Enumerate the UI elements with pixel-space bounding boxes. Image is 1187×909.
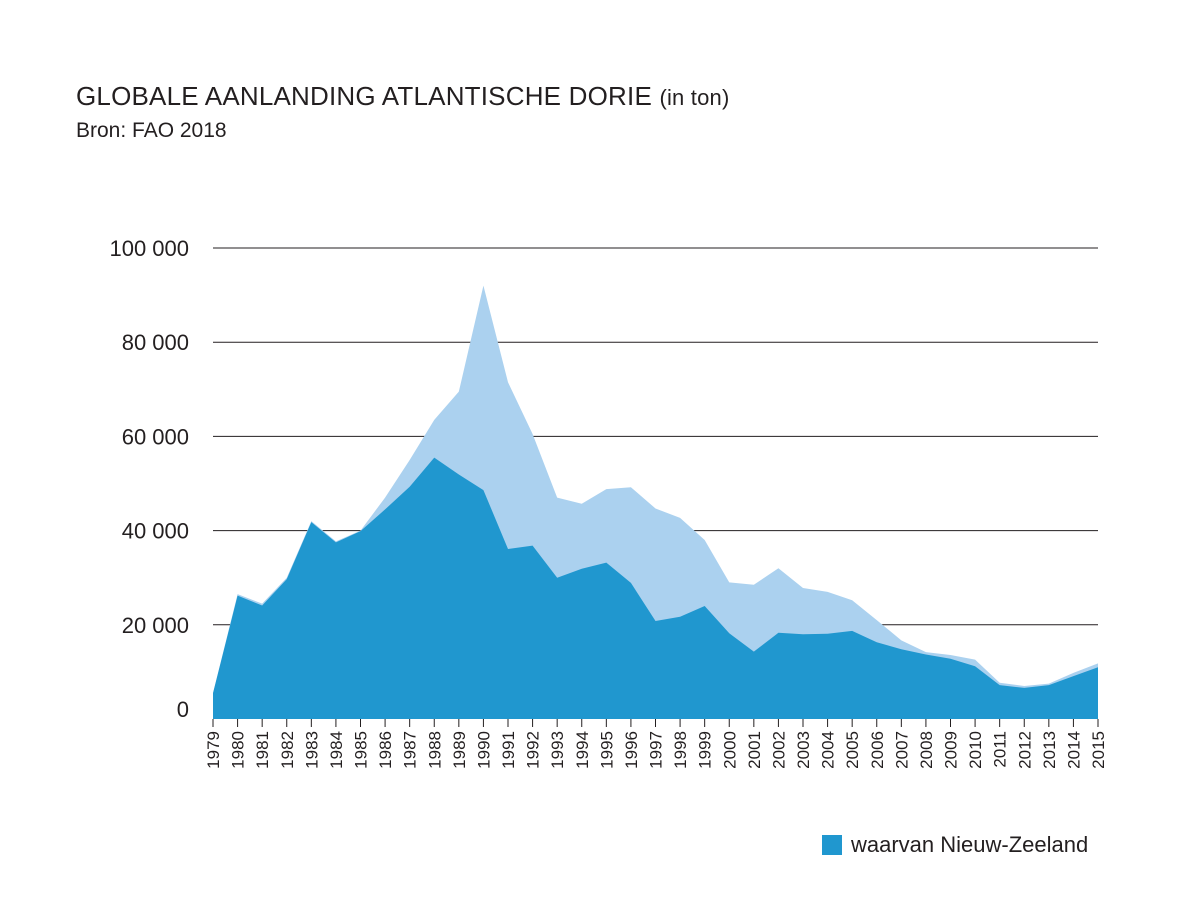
x-tick-label: 2006 xyxy=(868,731,887,769)
x-tick-label: 2002 xyxy=(769,731,788,769)
x-tick-label: 1982 xyxy=(278,731,297,769)
chart-source: Bron: FAO 2018 xyxy=(76,119,227,142)
x-tick-label: 2003 xyxy=(794,731,813,769)
x-tick-label: 1997 xyxy=(647,731,666,769)
x-tick-label: 2000 xyxy=(720,731,739,769)
y-tick-label: 80 000 xyxy=(122,330,189,355)
x-tick-label: 2007 xyxy=(892,731,911,769)
x-tick-label: 1998 xyxy=(671,731,690,769)
x-tick-label: 1987 xyxy=(401,731,420,769)
legend-label-nz: waarvan Nieuw-Zeeland xyxy=(851,832,1089,857)
x-tick-label: 2004 xyxy=(819,731,838,769)
y-tick-label: 0 xyxy=(177,697,189,722)
x-tick-label: 2014 xyxy=(1064,731,1083,769)
x-tick-label: 2010 xyxy=(966,731,985,769)
x-axis-ticks: 1979 1980 1981 1982 1983 1984 1985 1986 1987 1988… xyxy=(204,719,1108,769)
y-tick-label: 20 000 xyxy=(122,613,189,638)
x-tick-label: 1995 xyxy=(597,731,616,769)
chart-title-text: GLOBALE AANLANDING ATLANTISCHE DORIE xyxy=(76,81,652,111)
x-tick-label: 1986 xyxy=(376,731,395,769)
title-block: GLOBALE AANLANDING ATLANTISCHE DORIE (in… xyxy=(76,80,730,146)
x-tick-label: 1991 xyxy=(499,731,518,769)
x-tick-label: 1994 xyxy=(573,731,592,769)
chart-title: GLOBALE AANLANDING ATLANTISCHE DORIE (in… xyxy=(76,80,730,114)
area-nz xyxy=(213,457,1098,719)
legend: waarvan Nieuw-Zeeland xyxy=(822,832,1088,858)
x-tick-label: 1979 xyxy=(204,731,223,769)
x-tick-label: 1980 xyxy=(229,731,248,769)
x-tick-label: 2012 xyxy=(1015,731,1034,769)
x-tick-label: 1988 xyxy=(425,731,444,769)
area-series xyxy=(213,285,1098,719)
x-tick-label: 1993 xyxy=(548,731,567,769)
x-tick-label: 2011 xyxy=(991,731,1010,768)
x-tick-label: 2009 xyxy=(942,731,961,769)
x-tick-label: 1984 xyxy=(327,731,346,769)
y-tick-label: 60 000 xyxy=(122,424,189,449)
x-tick-label: 1989 xyxy=(450,731,469,769)
x-tick-label: 2013 xyxy=(1040,731,1059,769)
y-axis-ticks: 100 000 80 000 60 000 40 000 20 000 0 xyxy=(109,236,189,722)
chart-title-unit: (in ton) xyxy=(659,85,730,110)
x-tick-label: 2005 xyxy=(843,731,862,769)
x-tick-label: 1981 xyxy=(253,731,272,769)
x-tick-label: 1983 xyxy=(302,731,321,769)
legend-swatch-nz xyxy=(822,835,842,855)
x-tick-label: 1985 xyxy=(352,731,371,769)
x-tick-label: 2015 xyxy=(1089,731,1108,769)
x-tick-label: 1992 xyxy=(524,731,543,769)
y-tick-label: 40 000 xyxy=(122,519,189,544)
y-tick-label: 100 000 xyxy=(109,236,189,261)
x-tick-label: 2001 xyxy=(745,731,764,769)
x-tick-label: 1996 xyxy=(622,731,641,769)
x-tick-label: 1990 xyxy=(474,731,493,769)
x-tick-label: 1999 xyxy=(696,731,715,769)
x-tick-label: 2008 xyxy=(917,731,936,769)
